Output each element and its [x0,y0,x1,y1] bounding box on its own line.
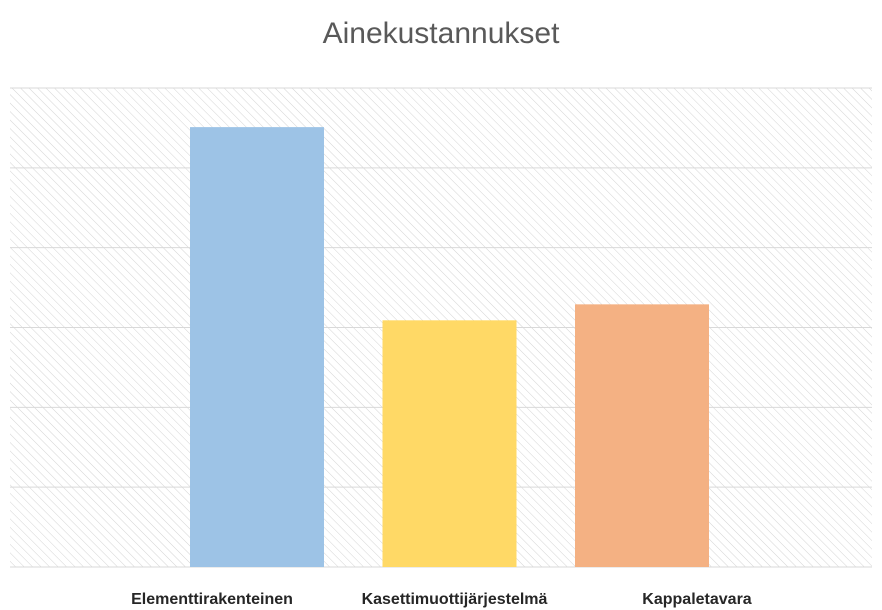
chart-title: Ainekustannukset [323,17,560,50]
bar [382,320,517,567]
x-tick-label: Elementtirakenteinen [131,591,293,608]
x-tick-label: Kappaletavara [642,591,751,608]
bar [190,127,324,567]
bar [575,304,709,567]
x-tick-label: Kasettimuottijärjestelmä [362,591,548,608]
